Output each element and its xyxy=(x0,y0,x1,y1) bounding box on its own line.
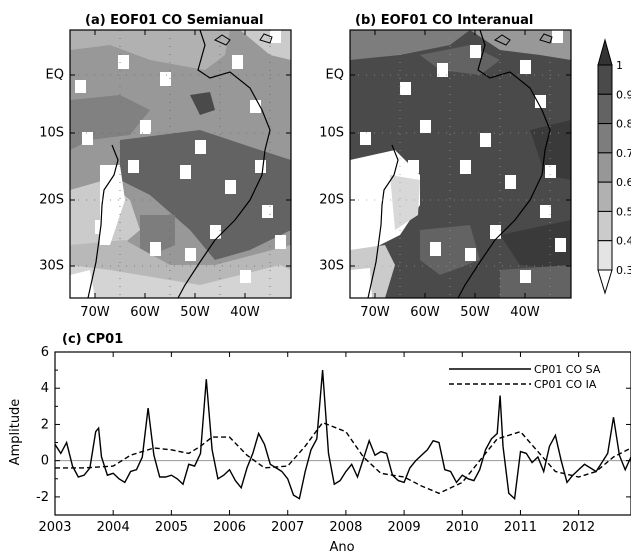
timeseries-panel: (c) CP01 6 4 2 0 -2 2003 2004 2005 2006 2007 2008… xyxy=(8,332,631,555)
x-tick-label: 2004 xyxy=(97,520,130,535)
colorbar-label: 0.3 xyxy=(616,264,631,277)
colorbar-bottom-triangle xyxy=(597,269,613,295)
x-tick-label: 2003 xyxy=(38,520,71,535)
colorbar-cell xyxy=(597,210,613,242)
x-tick-label: 2011 xyxy=(504,520,537,535)
x-tick-label: 40W xyxy=(230,305,260,320)
y-tick-label: 10S xyxy=(39,126,64,141)
colorbar-label: 0.6 xyxy=(616,176,631,189)
x-tick-label: 2005 xyxy=(155,520,188,535)
y-tick-label: 20S xyxy=(319,193,344,208)
colorbar: 1 0.9 0.8 0.7 0.6 0.5 0.4 0.3 xyxy=(597,38,631,295)
y-tick-label: 30S xyxy=(39,259,64,274)
colorbar-label: 0.7 xyxy=(616,147,631,160)
colorbar-top-triangle xyxy=(597,38,613,66)
x-tick-label: 60W xyxy=(410,305,440,320)
x-tick-label: 2008 xyxy=(329,520,362,535)
map-b-frame xyxy=(349,29,572,299)
y-tick-label: -2 xyxy=(36,490,49,505)
y-tick-label: 2 xyxy=(41,417,49,432)
legend-label-ia: CP01 CO IA xyxy=(534,378,597,391)
map-b-field xyxy=(350,30,571,298)
x-tick-label: 2012 xyxy=(562,520,595,535)
y-tick-label: 0 xyxy=(41,454,49,469)
x-tick-label: 70W xyxy=(80,305,110,320)
y-tick-label: EQ xyxy=(46,68,64,83)
colorbar-label: 0.4 xyxy=(616,235,631,248)
x-tick-label: 2006 xyxy=(213,520,246,535)
map-b-x-ticks: 70W 60W 50W 40W xyxy=(360,305,540,320)
x-tick-label: 2007 xyxy=(271,520,304,535)
chart-title: (c) CP01 xyxy=(62,332,123,347)
y-tick-label: 4 xyxy=(41,381,49,396)
map-a-x-ticks: 70W 60W 50W 40W xyxy=(80,305,260,320)
series-line-ia xyxy=(55,421,631,495)
colorbar-label: 0.5 xyxy=(616,205,631,218)
colorbar-label: 0.8 xyxy=(616,118,631,131)
y-tick-label: EQ xyxy=(326,68,344,83)
x-tick-label: 60W xyxy=(130,305,160,320)
colorbar-cell xyxy=(597,93,613,125)
map-panel-a: (a) EOF01 CO Semianual xyxy=(39,13,292,320)
y-axis-label: Amplitude xyxy=(8,399,23,466)
colorbar-cell xyxy=(597,181,613,212)
map-b-y-ticks: EQ 10S 20S 30S xyxy=(319,68,344,274)
colorbar-cell xyxy=(597,123,613,154)
map-a-y-ticks: EQ 10S 20S 30S xyxy=(39,68,64,274)
series-line-sa xyxy=(55,370,631,501)
x-tick-label: 2010 xyxy=(446,520,479,535)
panel-a-title: (a) EOF01 CO Semianual xyxy=(85,13,263,28)
timeseries-frame xyxy=(54,351,631,516)
panel-b-title: (b) EOF01 CO Interanual xyxy=(355,13,533,28)
x-tick-label: 50W xyxy=(460,305,490,320)
x-tick-label: 2009 xyxy=(388,520,421,535)
colorbar-label: 1 xyxy=(616,59,623,72)
y-tick-label: 6 xyxy=(41,345,49,360)
y-tick-label: 20S xyxy=(39,193,64,208)
legend: CP01 CO SA CP01 CO IA xyxy=(449,363,601,391)
x-tick-label: 40W xyxy=(510,305,540,320)
map-a-field xyxy=(70,30,291,298)
x-tick-label: 50W xyxy=(180,305,210,320)
y-tick-label: 10S xyxy=(319,126,344,141)
colorbar-label: 0.9 xyxy=(616,88,631,101)
y-tick-label: 30S xyxy=(319,259,344,274)
x-axis-label: Ano xyxy=(329,540,354,555)
colorbar-cell xyxy=(597,64,613,95)
map-panel-b: (b) EOF01 CO Interanual xyxy=(319,13,572,320)
x-tick-label: 70W xyxy=(360,305,390,320)
colorbar-cell xyxy=(597,240,613,271)
colorbar-cell xyxy=(597,152,613,183)
map-a-frame xyxy=(69,29,292,299)
legend-label-sa: CP01 CO SA xyxy=(534,363,601,376)
